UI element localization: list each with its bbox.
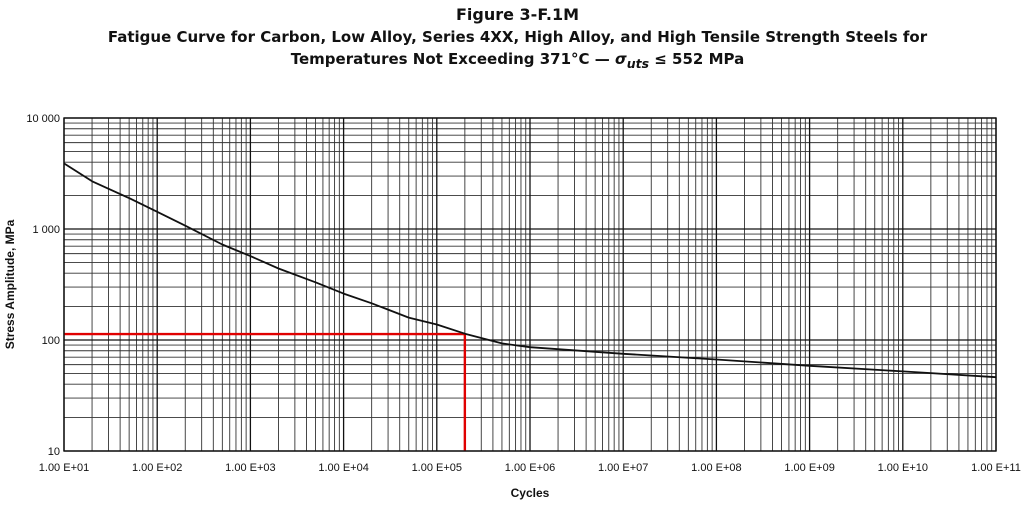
x-tick-label: 1.00 E+07 — [598, 462, 648, 474]
x-tick-label: 1.00 E+02 — [132, 462, 182, 474]
x-tick-label: 1.00 E+04 — [318, 462, 368, 474]
y-tick-label: 10 — [48, 446, 60, 458]
figure-title: Figure 3-F.1M — [455, 5, 580, 24]
sigma-subscript: uts — [626, 56, 650, 71]
x-tick-label: 1.00 E+03 — [225, 462, 275, 474]
figure-subtitle-line2: Temperatures Not Exceeding 371°C — σuts … — [0, 48, 1035, 75]
x-tick-labels: 1.00 E+01 1.00 E+02 1.00 E+03 1.00 E+04 1.00… — [39, 462, 1021, 474]
x-tick-label: 1.00 E+10 — [878, 462, 928, 474]
major-grid — [63, 117, 997, 452]
x-tick-label: 1.00 E+06 — [505, 462, 555, 474]
subtitle-text-pre: Temperatures Not Exceeding 371°C — — [290, 50, 616, 68]
y-tick-labels: 10 100 1 000 10 000 — [26, 113, 60, 458]
x-tick-label: 1.00 E+01 — [39, 462, 89, 474]
series-layer — [63, 162, 997, 379]
x-axis-label: Cycles — [511, 486, 550, 500]
x-tick-label: 1.00 E+08 — [691, 462, 741, 474]
x-tick-label: 1.00 E+09 — [784, 462, 834, 474]
y-tick-label: 1 000 — [32, 224, 60, 236]
x-tick-label: 1.00 E+05 — [412, 462, 462, 474]
y-tick-label: 100 — [42, 335, 60, 347]
fatigue-curve-line — [63, 162, 997, 379]
y-axis-label: Stress Amplitude, MPa — [3, 219, 17, 349]
figure-subtitle-line1: Fatigue Curve for Carbon, Low Alloy, Ser… — [107, 28, 928, 46]
y-tick-label: 10 000 — [26, 113, 60, 125]
chart-titles: Figure 3-F.1M Fatigue Curve for Carbon, … — [0, 4, 1035, 75]
sigma-symbol: σ — [615, 50, 627, 68]
subtitle-text-post: ≤ 552 MPa — [649, 50, 745, 68]
annotation-layer — [64, 332, 467, 451]
x-tick-label: 1.00 E+11 — [971, 462, 1021, 474]
plot-frame — [63, 117, 997, 452]
